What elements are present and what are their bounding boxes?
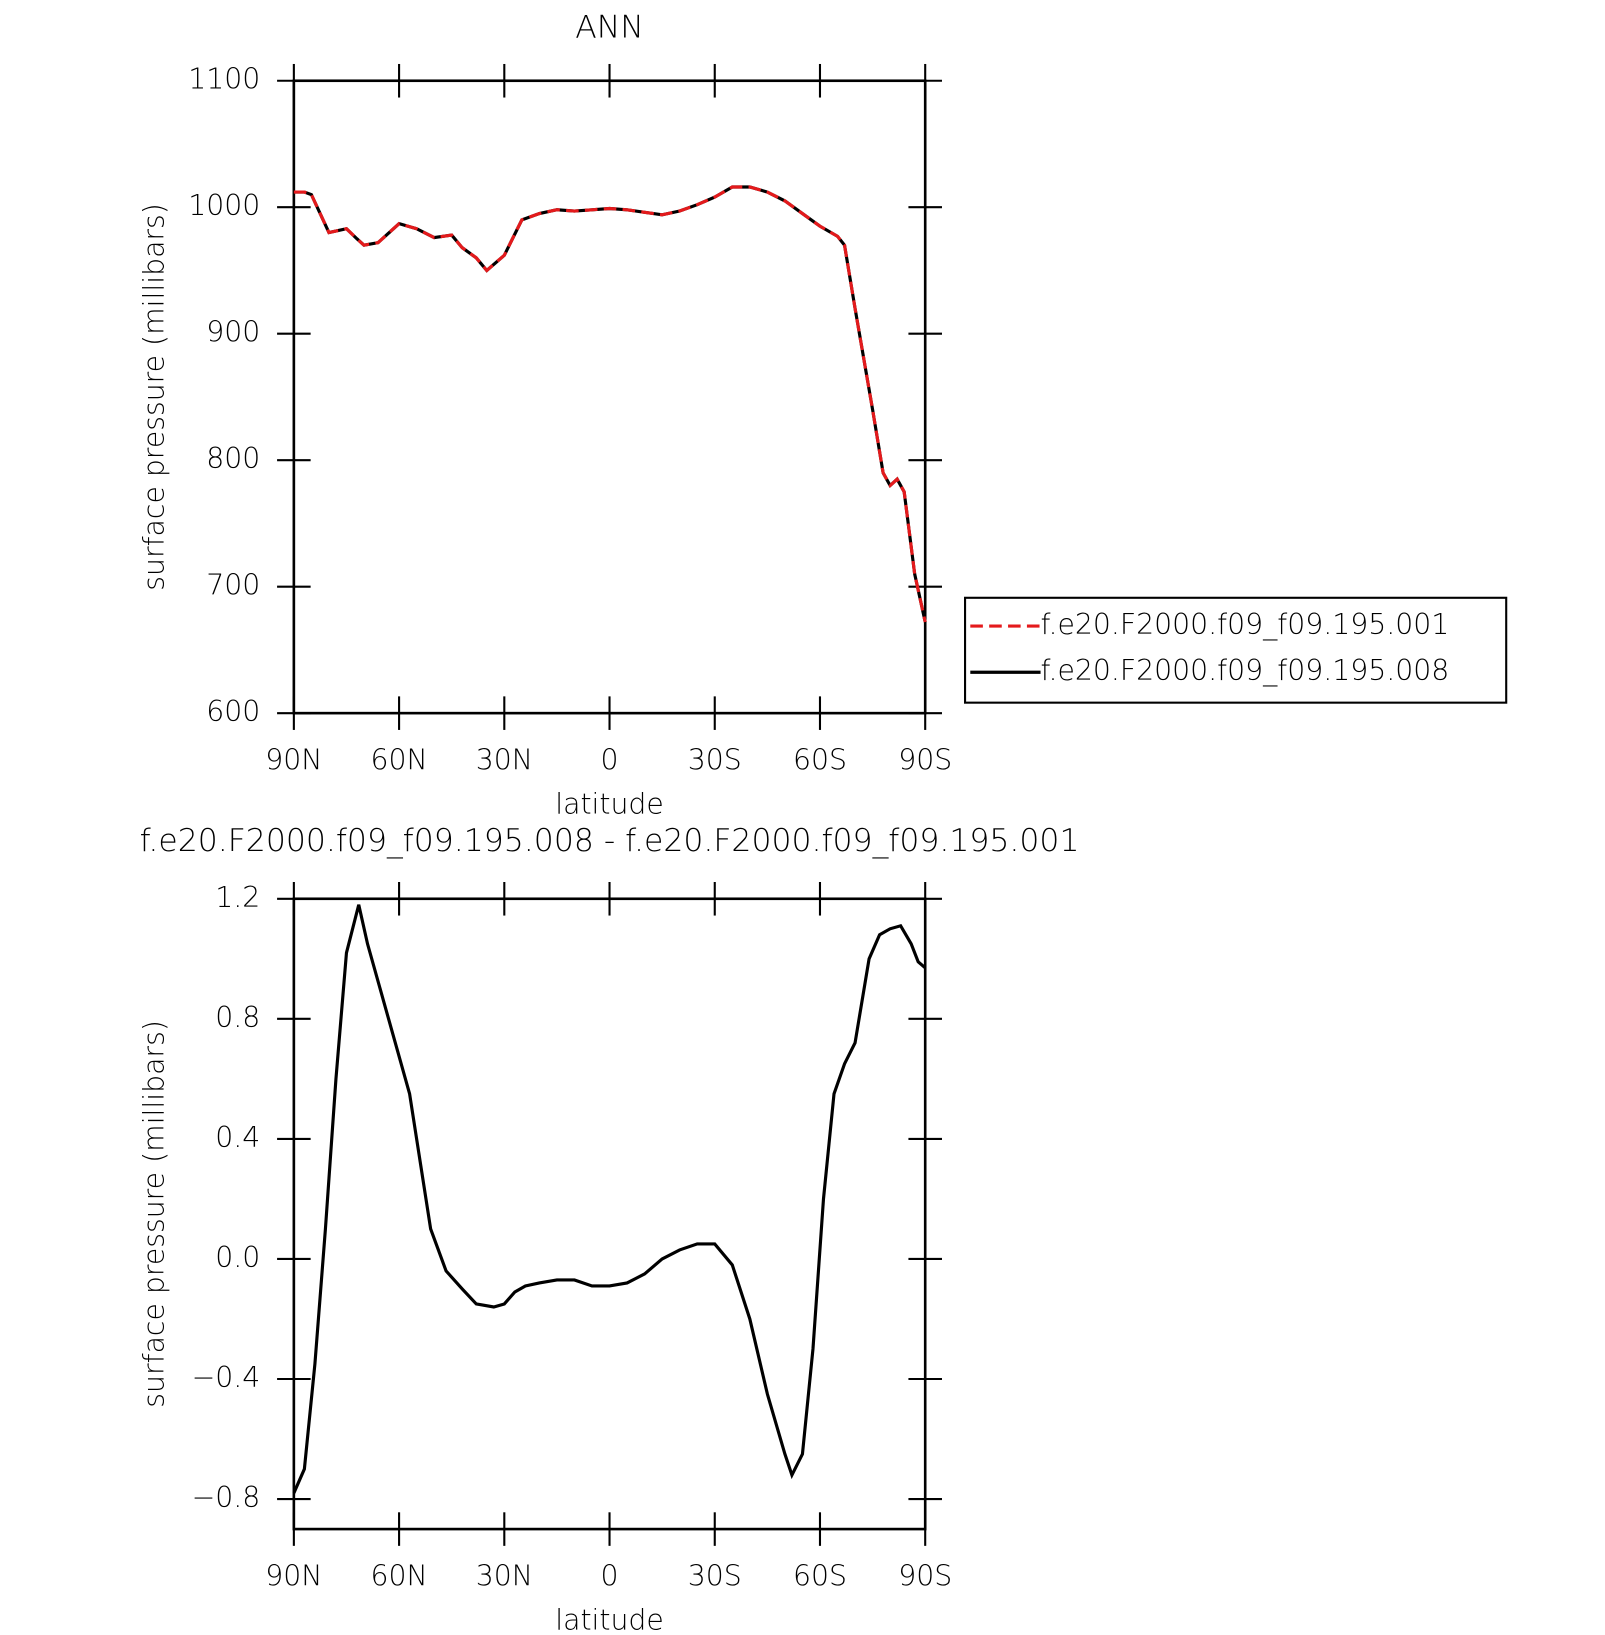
y-tick-label: 800 xyxy=(206,442,260,475)
y-tick-label: 0.0 xyxy=(215,1241,260,1274)
x-tick-label: 30S xyxy=(688,1559,742,1592)
x-tick-label: 30N xyxy=(476,743,533,776)
x-tick-label: 90N xyxy=(265,1559,322,1592)
legend-label: f.e20.F2000.f09_f09.195.008 xyxy=(1041,654,1450,688)
x-tick-label: 90S xyxy=(898,1559,952,1592)
y-tick-label: 0.8 xyxy=(215,1001,260,1034)
y-axis-label: surface pressure (millibars) xyxy=(137,1020,170,1408)
chart-title: ANN xyxy=(575,9,644,45)
x-tick-label: 30N xyxy=(476,1559,533,1592)
y-tick-label: 700 xyxy=(206,569,260,602)
x-tick-label: 90S xyxy=(898,743,952,776)
x-tick-label: 90N xyxy=(265,743,322,776)
x-tick-label: 0 xyxy=(601,1559,619,1592)
x-tick-label: 60N xyxy=(370,743,427,776)
x-tick-label: 30S xyxy=(688,743,742,776)
plot-frame xyxy=(292,897,927,1531)
legend-label: f.e20.F2000.f09_f09.195.001 xyxy=(1041,608,1450,642)
plot-frame xyxy=(292,79,927,715)
data-line xyxy=(293,185,927,623)
y-tick-label: 600 xyxy=(206,695,260,728)
y-axis-label: surface pressure (millibars) xyxy=(137,203,170,591)
x-axis-label: latitude xyxy=(555,787,664,820)
y-tick-label: 1100 xyxy=(188,63,260,96)
chart-title: f.e20.F2000.f09_f09.195.008 - f.e20.F200… xyxy=(140,823,1080,859)
x-tick-label: 60S xyxy=(793,743,847,776)
x-axis-label: latitude xyxy=(555,1603,664,1635)
x-tick-label: 60S xyxy=(793,1559,847,1592)
y-tick-label: 1000 xyxy=(188,189,260,222)
y-tick-label: −0.4 xyxy=(192,1361,261,1394)
y-tick-label: 1.2 xyxy=(215,881,260,914)
legend-box xyxy=(964,596,1508,704)
y-tick-label: 0.4 xyxy=(215,1121,260,1154)
data-line xyxy=(292,904,927,1494)
y-tick-label: −0.8 xyxy=(192,1481,261,1514)
y-tick-label: 900 xyxy=(206,316,260,349)
x-tick-label: 60N xyxy=(370,1559,427,1592)
x-tick-label: 0 xyxy=(601,743,619,776)
data-line xyxy=(293,185,927,623)
